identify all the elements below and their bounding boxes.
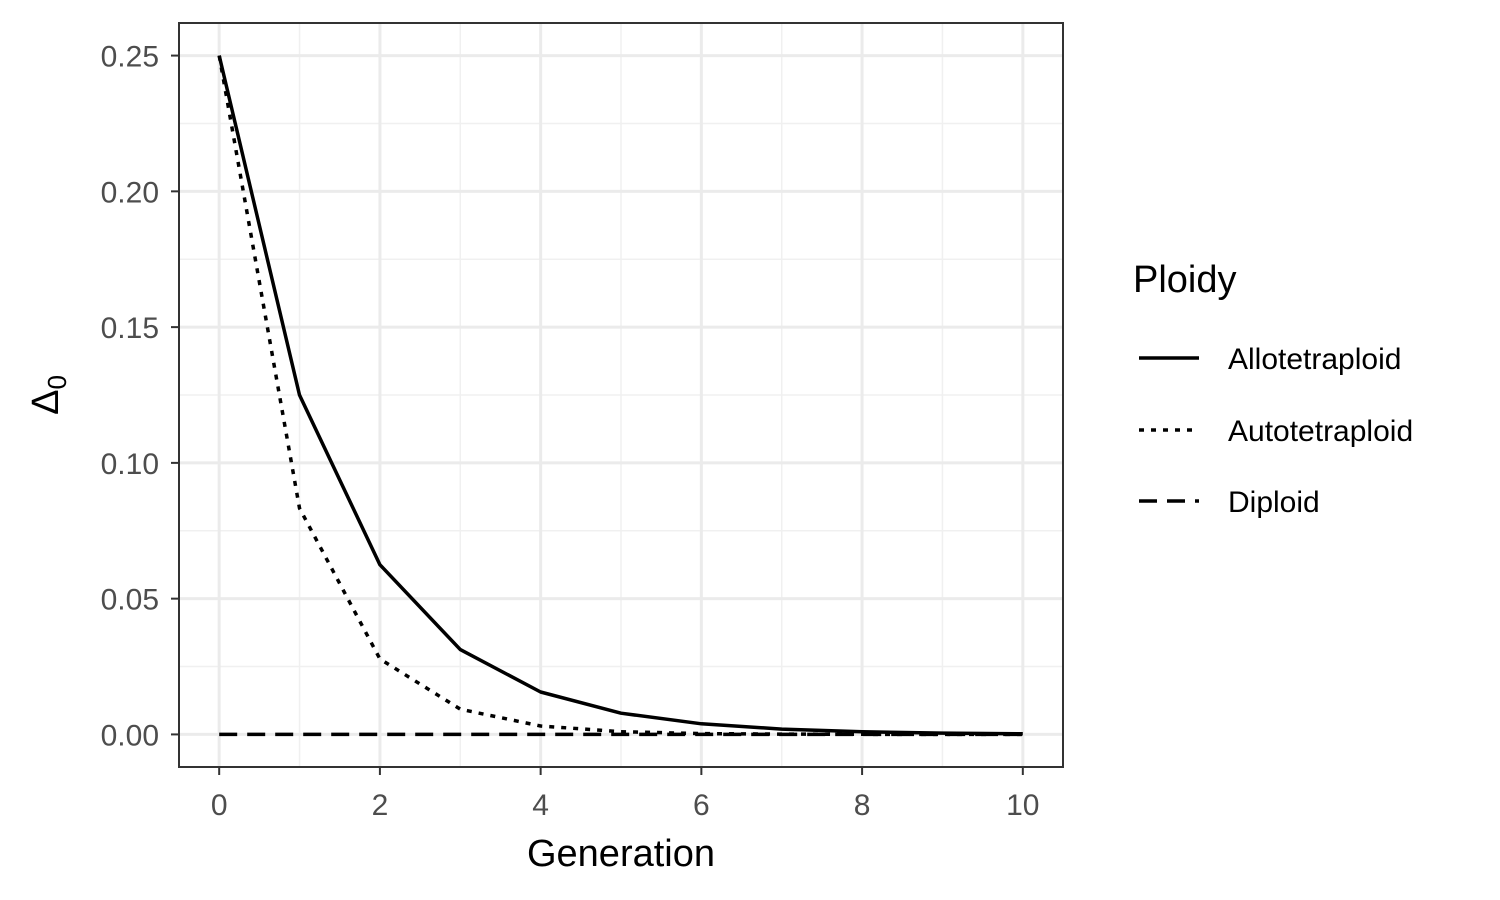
series-line-allotetraploid (217, 55, 1023, 736)
y-axis-title-subscript: 0 (42, 375, 72, 389)
y-tick-label: 0.00 (101, 719, 159, 752)
plot-panel-border (178, 22, 1064, 768)
legend-label-diploid: Diploid (1228, 486, 1320, 519)
y-tick-label: 0.10 (101, 448, 159, 481)
y-tick-label: 0.25 (101, 41, 159, 74)
y-tick-label: 0.05 (101, 584, 159, 617)
minor-gridlines (179, 23, 1063, 767)
x-tick-label: 8 (854, 789, 871, 822)
y-tick-label: 0.20 (101, 176, 159, 209)
legend: Ploidy Allotetraploid Autotetraploid Diplo… (1133, 259, 1413, 519)
x-tick-label: 6 (693, 789, 710, 822)
legend-title: Ploidy (1133, 259, 1237, 301)
x-axis-title: Generation (527, 833, 715, 875)
series-line-autotetraploid (217, 55, 1023, 737)
x-tick-label: 10 (1006, 789, 1039, 822)
x-tick-label: 4 (532, 789, 549, 822)
series-layer (217, 55, 1023, 737)
x-tick-label: 2 (372, 789, 389, 822)
y-axis: 0.00 0.05 0.10 0.15 0.20 0.25 (101, 41, 179, 752)
legend-label-autotetraploid: Autotetraploid (1228, 415, 1413, 448)
y-axis-title: Δ0 (25, 375, 72, 415)
legend-label-allotetraploid: Allotetraploid (1228, 343, 1401, 376)
x-axis: 0 2 4 6 8 10 (211, 767, 1040, 822)
x-tick-label: 0 (211, 789, 228, 822)
y-axis-title-main: Δ (25, 390, 67, 415)
y-tick-label: 0.15 (101, 312, 159, 345)
